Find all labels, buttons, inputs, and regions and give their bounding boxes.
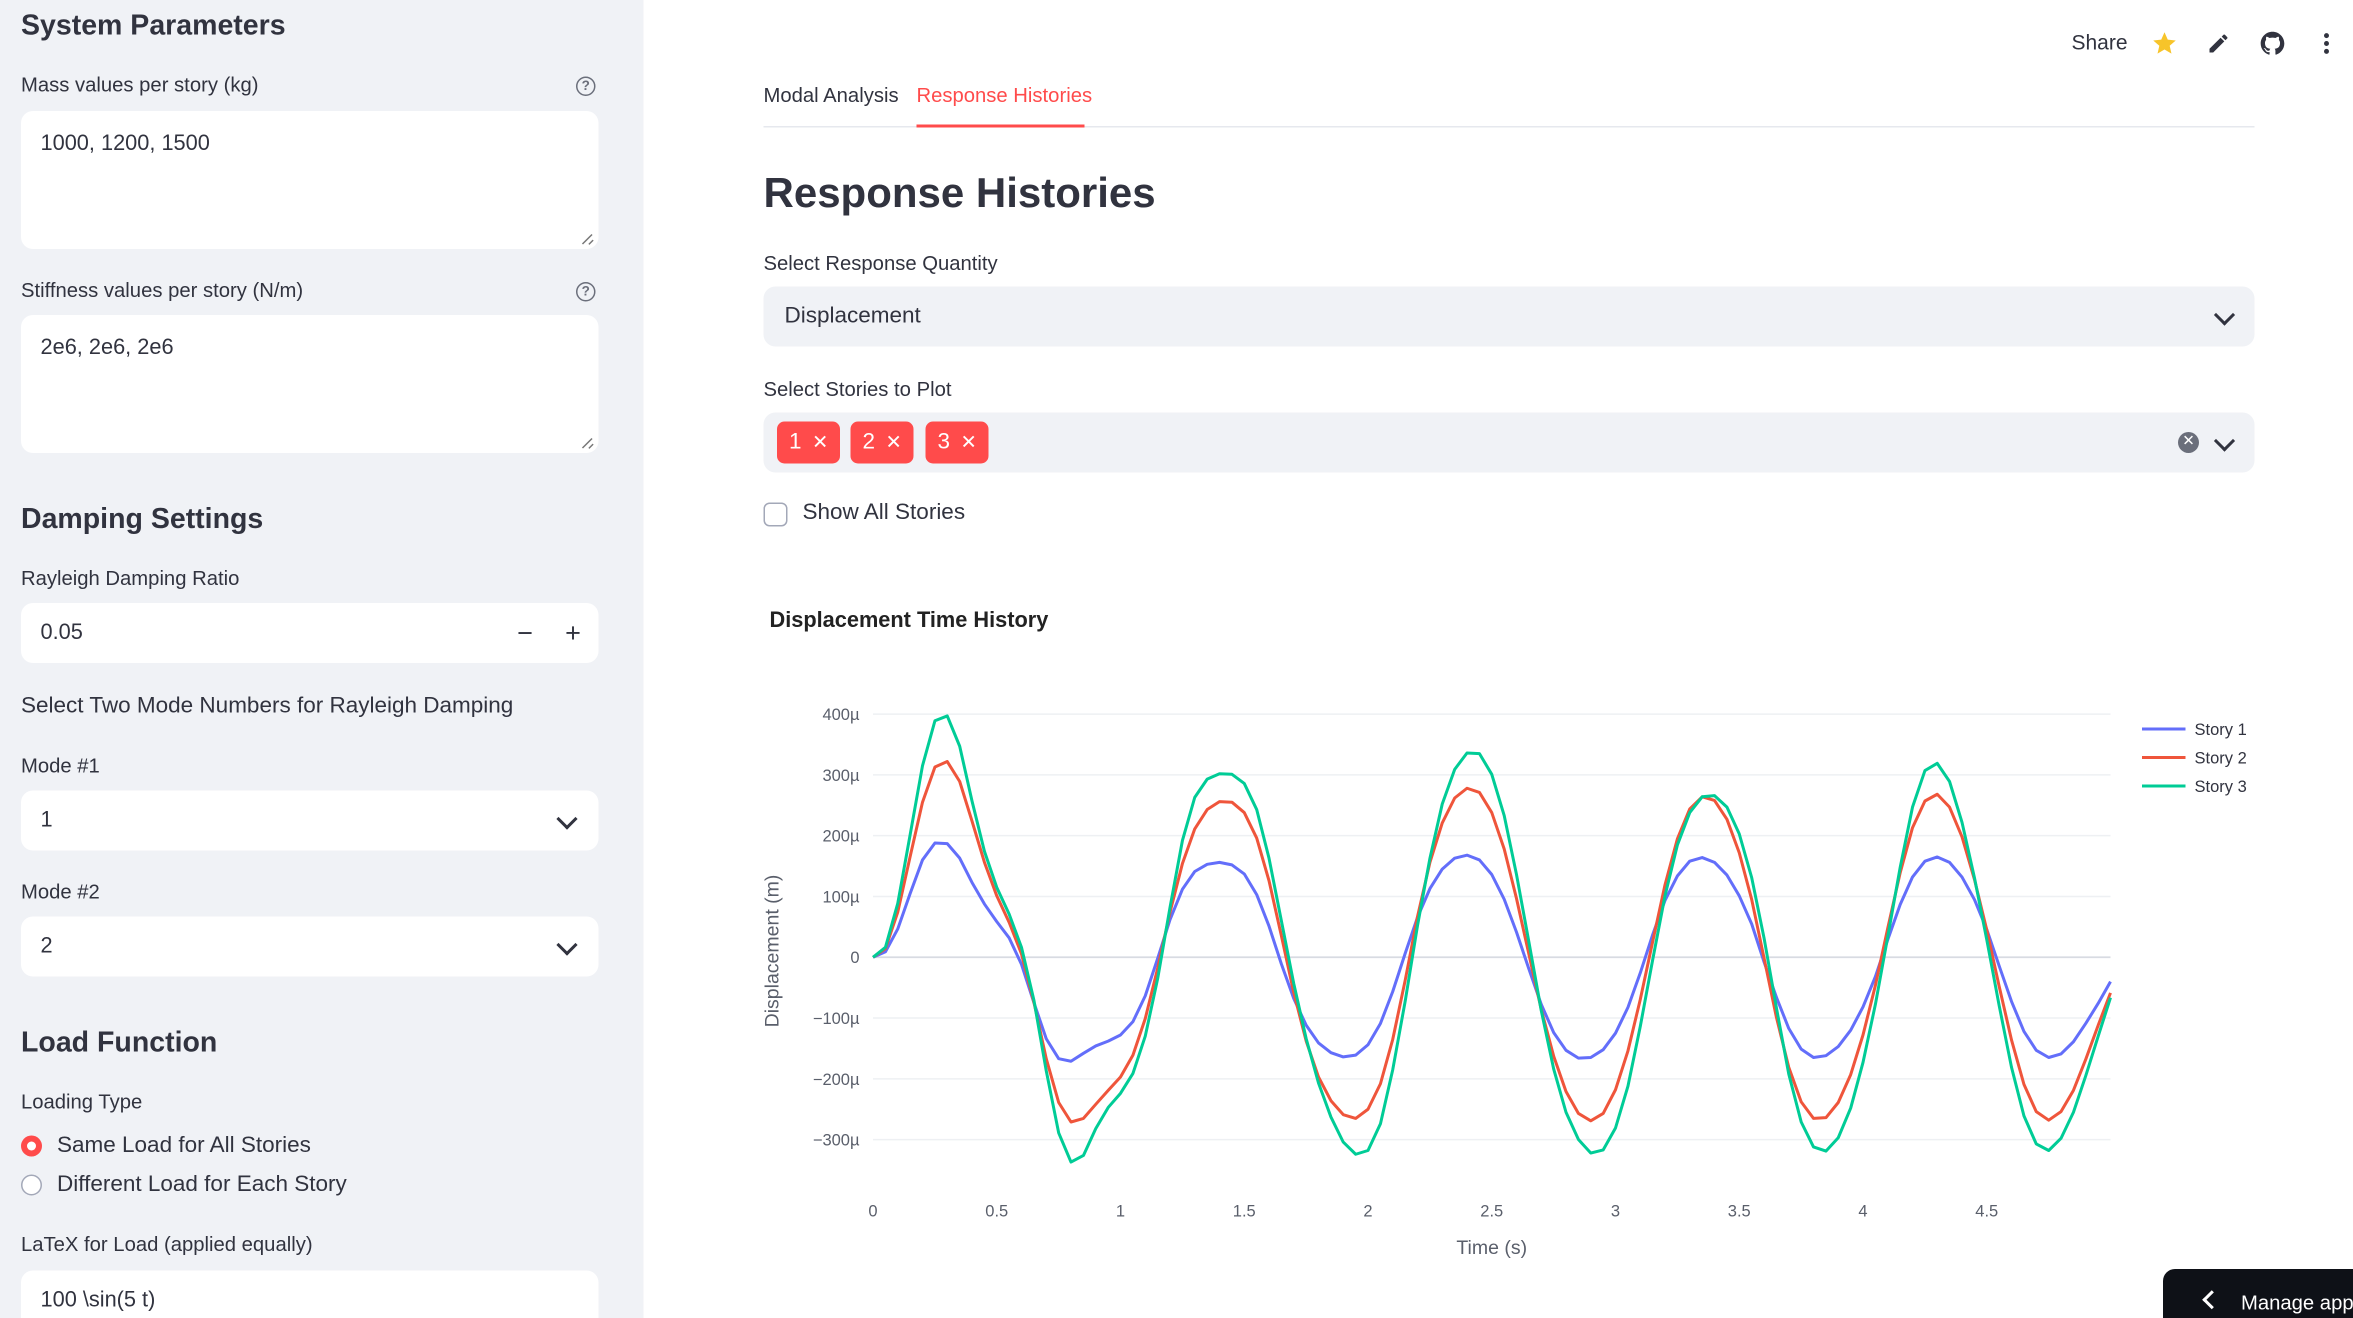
github-icon[interactable] [2259,30,2286,57]
help-icon[interactable]: ? [576,282,596,302]
y-tick-label: −300µ [813,1132,860,1150]
tab-divider [763,126,2255,128]
sidebar: System Parameters Mass values per story … [0,0,644,1318]
story-tag-label: 3 [937,429,951,455]
rayleigh-value: 0.05 [40,621,83,645]
y-tick-label: −100µ [813,1010,860,1028]
remove-tag-icon[interactable]: ✕ [885,430,902,454]
stiffness-input-value: 2e6, 2e6, 2e6 [40,336,174,360]
x-tick-label: 4 [1858,1203,1867,1221]
help-icon[interactable]: ? [576,76,596,96]
y-tick-label: 100µ [822,888,860,906]
mode2-value: 2 [40,934,53,959]
mode2-select[interactable]: 2 [21,916,599,977]
y-tick-label: 0 [850,949,859,967]
quantity-label: Select Response Quantity [763,252,998,275]
x-tick-label: 2 [1363,1203,1372,1221]
mode1-label: Mode #1 [21,754,100,778]
story-tag[interactable]: 2 ✕ [850,421,914,464]
radio-different-load-label[interactable]: Different Load for Each Story [57,1171,347,1198]
quantity-value: Displacement [784,303,921,329]
chevron-down-icon[interactable] [2213,430,2236,452]
radio-same-load[interactable] [21,1135,42,1157]
more-menu-icon[interactable] [2318,30,2336,57]
remove-tag-icon[interactable]: ✕ [960,430,977,454]
legend-label: Story 2 [2195,750,2247,768]
legend-label: Story 1 [2195,721,2247,739]
load-function-heading: Load Function [21,1027,218,1060]
x-tick-label: 0.5 [985,1203,1008,1221]
mode1-select[interactable]: 1 [21,790,599,851]
mass-input-value: 1000, 1200, 1500 [40,132,210,156]
damping-settings-heading: Damping Settings [21,504,264,536]
x-tick-label: 2.5 [1480,1203,1503,1221]
remove-tag-icon[interactable]: ✕ [812,430,829,454]
latex-label: LaTeX for Load (applied equally) [21,1233,313,1256]
quantity-select[interactable]: Displacement [763,286,2255,347]
story-tag-label: 2 [862,429,876,455]
mode2-label: Mode #2 [21,880,100,904]
system-parameters-heading: System Parameters [21,10,286,43]
resize-handle-icon[interactable] [584,438,595,449]
x-tick-label: 3 [1611,1203,1620,1221]
legend-label: Story 3 [2195,778,2247,796]
increment-button[interactable]: + [565,618,581,648]
show-all-checkbox[interactable] [763,502,788,527]
clear-all-icon[interactable]: ✕ [2178,432,2199,453]
x-tick-label: 1 [1116,1203,1125,1221]
resize-handle-icon[interactable] [584,234,595,245]
mass-label: Mass values per story (kg) [21,73,259,97]
stiffness-label: Stiffness values per story (N/m) [21,279,304,302]
series-line-story-2 [872,760,2112,1124]
star-icon[interactable] [2151,30,2178,57]
chevron-down-icon [556,808,578,830]
active-tab-indicator [916,124,1085,128]
rayleigh-label: Rayleigh Damping Ratio [21,567,240,590]
rayleigh-number-input[interactable]: 0.05 − + [21,603,599,663]
mass-input[interactable]: 1000, 1200, 1500 [21,111,599,249]
stiffness-input[interactable]: 2e6, 2e6, 2e6 [21,315,599,453]
series-line-story-1 [872,841,2112,1063]
y-tick-label: 200µ [822,828,860,846]
page-title: Response Histories [763,169,1156,217]
story-tag-label: 1 [789,429,802,455]
x-axis-title: Time (s) [1456,1237,1527,1259]
x-tick-label: 1.5 [1233,1203,1256,1221]
radio-different-load[interactable] [21,1174,42,1196]
tab-response-histories[interactable]: Response Histories [916,84,1093,107]
stories-label: Select Stories to Plot [763,378,952,401]
loading-type-label: Loading Type [21,1090,143,1114]
manage-app-button[interactable]: Manage app [2163,1269,2353,1318]
story-tag[interactable]: 3 ✕ [925,421,989,464]
series-line-story-3 [872,714,2112,1164]
displacement-chart: 400µ 300µ 200µ 100µ 0 −100µ −200µ −300µ 0 0.5 1 1.5… [762,706,2247,1259]
stories-multiselect[interactable]: 1 ✕ 2 ✕ 3 ✕ ✕ [763,412,2255,473]
x-tick-label: 3.5 [1728,1203,1751,1221]
chevron-down-icon [2213,304,2236,326]
share-button[interactable]: Share [2071,30,2128,54]
mode-selection-heading: Select Two Mode Numbers for Rayleigh Dam… [21,693,514,719]
x-tick-label: 4.5 [1975,1203,1998,1221]
manage-app-label: Manage app [2241,1291,2353,1315]
latex-input-value: 100 \sin(5 t) [40,1288,156,1313]
edit-pencil-icon[interactable] [2207,32,2231,56]
radio-same-load-label[interactable]: Same Load for All Stories [57,1132,311,1159]
x-tick-label: 0 [868,1203,877,1221]
y-tick-label: 300µ [822,767,860,785]
chart-title: Displacement Time History [769,609,1049,633]
latex-input[interactable]: 100 \sin(5 t) [21,1270,599,1318]
chevron-left-icon [2202,1290,2222,1310]
y-tick-label: −200µ [813,1071,860,1089]
y-tick-label: 400µ [822,706,860,724]
story-tag[interactable]: 1 ✕ [777,421,841,464]
show-all-label[interactable]: Show All Stories [802,499,966,526]
chevron-down-icon [556,934,578,956]
tab-modal-analysis[interactable]: Modal Analysis [763,84,899,107]
y-axis-title: Displacement (m) [762,875,784,1028]
mode1-value: 1 [40,808,53,833]
decrement-button[interactable]: − [517,618,533,648]
